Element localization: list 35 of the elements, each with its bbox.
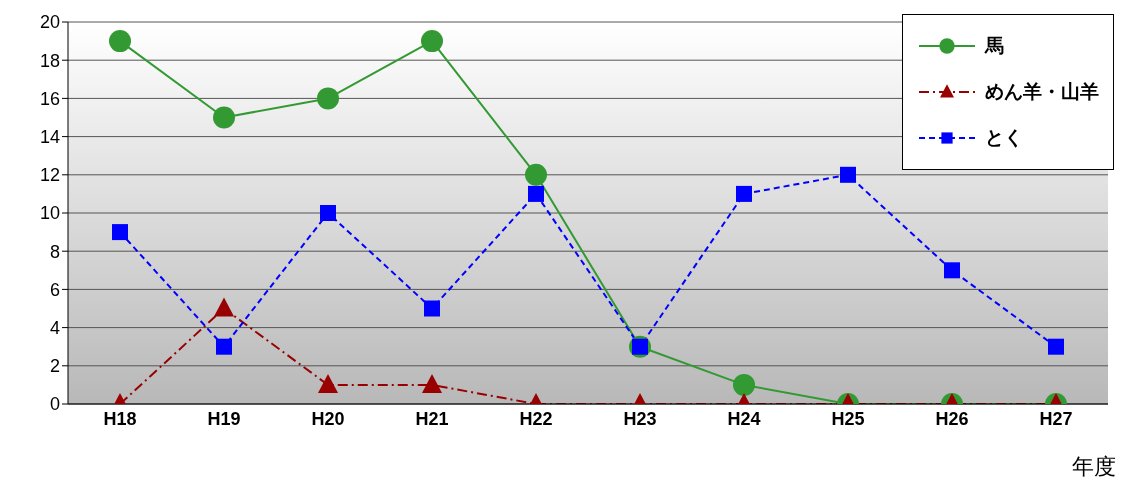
y-tick-label: 16 [39,88,60,109]
point [525,163,547,186]
point [736,185,752,202]
x-tick-label: H24 [727,408,761,429]
y-tick-label: 12 [39,165,60,186]
y-tick-label: 4 [49,317,60,338]
point [421,30,443,53]
legend-label: 馬 [985,34,1004,58]
point [109,30,131,53]
point [214,297,234,317]
point [213,106,235,129]
x-tick-label: H26 [935,408,969,429]
legend-label: とく [985,126,1023,150]
point [840,166,856,183]
point [528,185,544,202]
x-tick-label: H18 [103,408,137,429]
point [317,87,339,110]
x-tick-label: H23 [623,408,657,429]
x-tick-label: H21 [415,408,449,429]
y-tick-label: 6 [49,279,60,300]
legend-label: めん羊・山羊 [985,80,1099,104]
x-tick-label: H27 [1039,408,1073,429]
y-tick-label: 10 [39,203,60,224]
y-tick-label: 0 [49,394,60,415]
x-tick-label: H20 [311,408,345,429]
y-tick-label: 8 [49,241,60,262]
y-tick-label: 2 [49,356,60,377]
point [320,205,336,221]
x-tick-label: H25 [831,408,865,429]
y-tick-label: 14 [39,126,60,147]
y-tick-label: 20 [39,12,60,33]
x-axis-title: 年度 [1072,453,1116,481]
x-tick-label: H19 [207,408,241,429]
x-tick-label: H22 [519,408,553,429]
y-tick-label: 18 [39,50,60,71]
